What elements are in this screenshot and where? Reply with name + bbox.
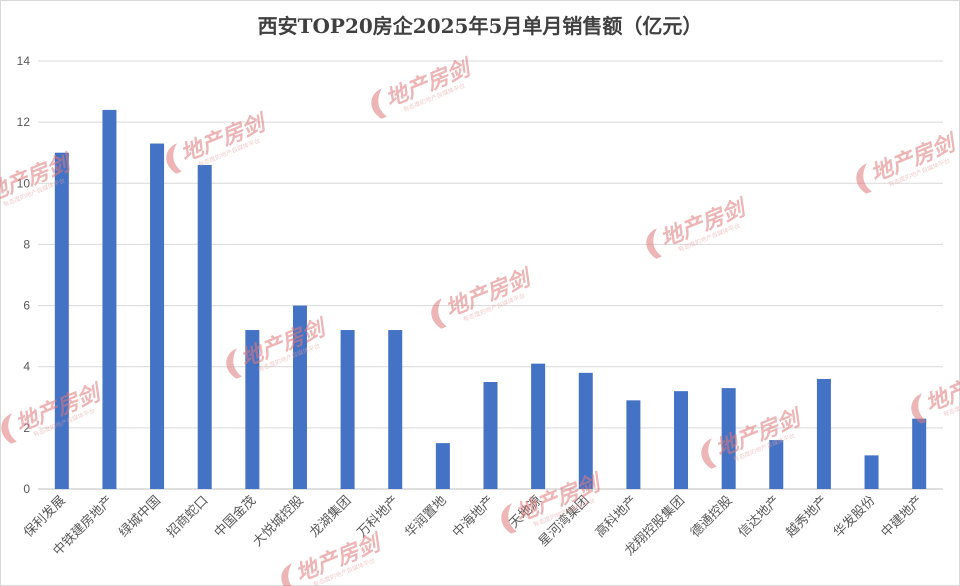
bar	[912, 418, 927, 489]
y-tick-label: 10	[17, 176, 31, 190]
bar	[340, 330, 355, 489]
bar	[721, 388, 736, 489]
watermark-swoosh	[1, 413, 17, 444]
y-tick-labels: 0 2 4 6 8 10 12 14	[17, 54, 31, 496]
watermark-swoosh	[501, 503, 517, 534]
y-tick-label: 4	[23, 360, 30, 374]
x-category-label: 高科地产	[592, 493, 640, 541]
bar	[197, 164, 212, 489]
y-tick-label: 6	[23, 299, 30, 313]
x-category-label: 万科地产	[355, 493, 402, 540]
bar	[150, 143, 165, 490]
gridlines	[38, 60, 943, 490]
x-category-label: 华润置地	[402, 493, 449, 540]
watermark-swoosh	[856, 163, 872, 194]
x-category-label: 龙湖集团	[306, 493, 354, 541]
x-category-label: 招商蛇口	[164, 493, 211, 540]
y-tick-label: 8	[23, 237, 30, 251]
x-category-labels: 保利发展中铁建房地产 绿城中国 招商蛇口 中国金茂大悦城控股 龙湖集团 万科地产 华润置地中…	[21, 493, 926, 559]
watermark-swoosh	[911, 393, 927, 424]
bar	[578, 372, 593, 489]
y-tick-label: 14	[17, 54, 31, 68]
bar	[864, 455, 879, 489]
watermark-swoosh	[281, 563, 297, 586]
watermark-swoosh	[166, 143, 182, 174]
bar	[674, 391, 689, 489]
x-category-label: 华发股份	[830, 493, 878, 541]
x-category-label: 信达地产	[736, 493, 783, 540]
y-tick-label: 2	[23, 421, 30, 435]
y-tick-label: 0	[23, 482, 30, 496]
bar	[483, 382, 498, 489]
watermark-swoosh	[646, 228, 662, 259]
bar	[769, 440, 784, 489]
bar	[54, 152, 69, 489]
bar	[626, 400, 641, 489]
bar	[292, 305, 307, 489]
bar	[816, 378, 831, 489]
bar	[245, 330, 260, 489]
watermark-swoosh	[226, 348, 242, 379]
y-tick-label: 12	[17, 115, 31, 129]
bar	[102, 109, 117, 490]
bars	[54, 109, 927, 490]
x-category-label: 中国金茂	[211, 493, 259, 541]
x-category-label: 德通控股	[688, 493, 735, 540]
x-category-label: 保利发展	[21, 493, 69, 541]
x-category-label: 中海地产	[450, 493, 497, 540]
x-category-label: 绿城中国	[117, 493, 164, 540]
watermark-swoosh	[431, 298, 447, 329]
x-category-label: 大悦城控股	[250, 493, 307, 550]
bar	[388, 330, 403, 489]
x-category-label: 越秀地产	[783, 493, 830, 540]
chart-title: 西安TOP20房企2025年5月单月销售额（亿元）	[257, 14, 703, 38]
bar	[531, 363, 546, 489]
watermark-swoosh	[371, 88, 387, 119]
x-category-label: 中建地产	[879, 493, 926, 540]
watermark-swoosh	[701, 438, 717, 469]
bar	[435, 443, 450, 489]
